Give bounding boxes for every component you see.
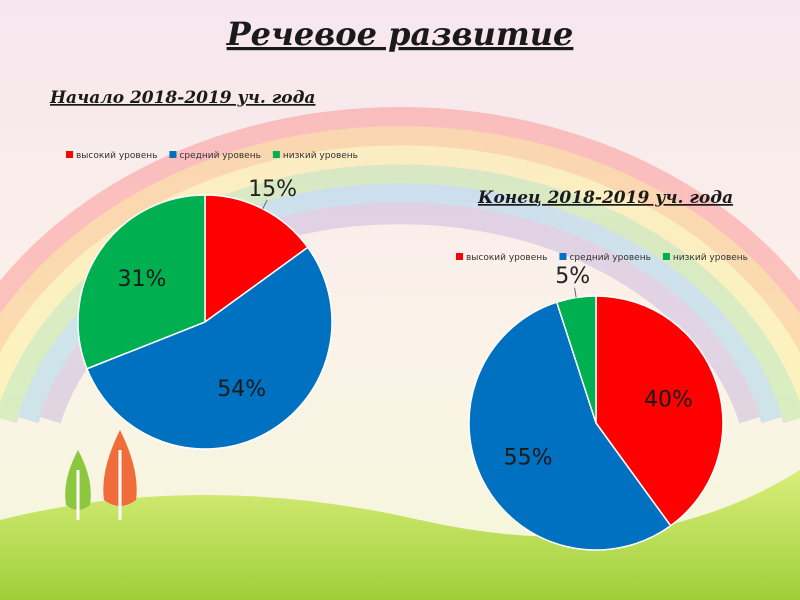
- data-label: 54%: [217, 377, 266, 402]
- legend-label: средний уровень: [569, 253, 650, 263]
- pie-slice: [77, 194, 206, 370]
- legend-label: высокий уровень: [466, 253, 547, 263]
- legend-swatch: [169, 151, 177, 158]
- legend-swatch: [559, 253, 567, 260]
- pie-slice: [555, 295, 597, 424]
- chart-title: Начало 2018-2019 уч. года: [49, 88, 315, 108]
- leader-line: [574, 287, 577, 298]
- pie-slice: [204, 194, 309, 324]
- trees: [65, 430, 137, 520]
- data-label: 40%: [644, 387, 693, 412]
- legend-label: высокий уровень: [76, 151, 157, 161]
- legend-swatch: [66, 151, 73, 158]
- chart-title: Конец 2018-2019 уч. года: [477, 188, 733, 208]
- legend-swatch: [662, 253, 670, 260]
- pie-slice: [468, 301, 672, 551]
- legend-label: низкий уровень: [283, 151, 358, 161]
- data-label: 31%: [118, 267, 167, 292]
- data-label: 15%: [248, 177, 297, 202]
- page-title: Речевое развитие: [226, 15, 574, 53]
- legend-swatch: [272, 151, 280, 158]
- pie-slice: [595, 295, 724, 527]
- rainbow: [0, 107, 800, 424]
- legend-label: средний уровень: [179, 151, 260, 161]
- data-label: 5%: [555, 264, 590, 289]
- data-label: 55%: [504, 446, 553, 471]
- leader-line: [262, 199, 268, 210]
- pie-slice: [85, 246, 333, 450]
- legend-swatch: [456, 253, 463, 260]
- legend-label: низкий уровень: [673, 253, 748, 263]
- ground: [0, 470, 800, 600]
